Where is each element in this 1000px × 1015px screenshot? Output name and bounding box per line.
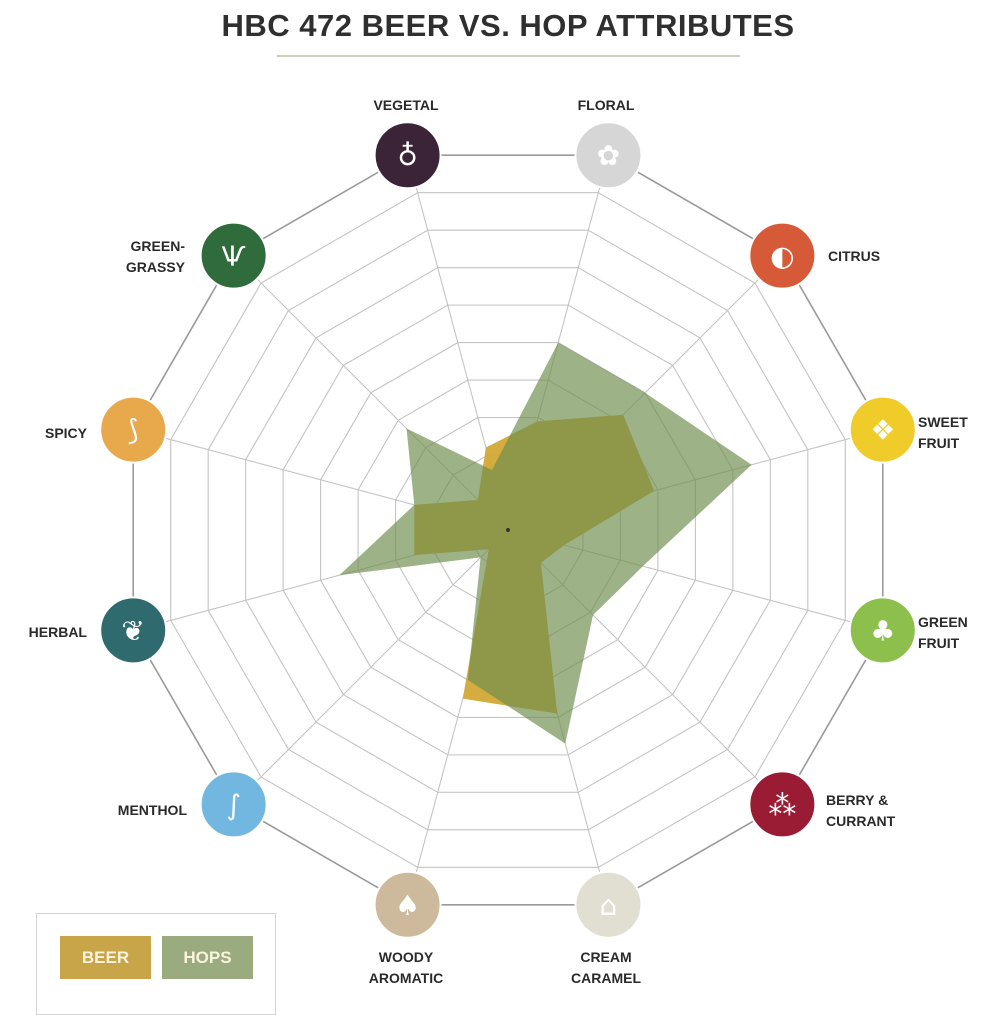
- chili-badge: [99, 395, 168, 464]
- pineapple-icon: ❖: [870, 414, 895, 447]
- radar-chart: ♁ VEGETAL ✿ FLORAL ◐ CITRUS ❖ SWEET FRUIT ♣ GREEN F…: [29, 97, 969, 986]
- center-point: [506, 528, 510, 532]
- axis-label: FLORAL: [578, 97, 635, 113]
- apple-pear-icon: ♣: [870, 614, 895, 647]
- cupcake-badge: [574, 870, 643, 939]
- leaf-badge: [99, 596, 168, 665]
- chili-icon: ⟆: [128, 414, 139, 447]
- axis-label: BERRY &: [826, 792, 888, 808]
- axis-label: GREEN: [918, 614, 968, 630]
- leaf-icon: ❦: [121, 614, 144, 647]
- lemon-badge: [748, 221, 817, 290]
- trees-icon: ♠: [395, 889, 420, 922]
- flower-icon: ✿: [597, 139, 620, 172]
- axis-label: CREAM: [580, 949, 631, 965]
- flower-badge: [574, 121, 643, 190]
- onion-badge: [373, 121, 442, 190]
- chart-title: HBC 472 BEER VS. HOP ATTRIBUTES: [221, 8, 795, 43]
- axis-label: FRUIT: [918, 435, 960, 451]
- legend: BEER HOPS: [36, 913, 276, 1015]
- axis-label: GREEN-: [131, 238, 186, 254]
- berries-badge: [748, 770, 817, 839]
- grid-axis: [233, 529, 509, 805]
- apple-pear-badge: [848, 596, 917, 665]
- candy-cane-icon: ∫: [226, 788, 241, 821]
- berries-icon: ⁂: [768, 788, 796, 821]
- grass-icon: Ѱ: [222, 240, 246, 273]
- axis-label: SWEET: [918, 414, 968, 430]
- title-underline: [277, 55, 740, 57]
- legend-hops: HOPS: [162, 936, 253, 979]
- series-hops-area: [339, 342, 752, 744]
- axis-label: CITRUS: [828, 248, 880, 264]
- legend-beer: BEER: [60, 936, 151, 979]
- lemon-icon: ◐: [770, 240, 794, 273]
- candy-cane-badge: [199, 770, 268, 839]
- axis-label: SPICY: [45, 425, 88, 441]
- axis-label: HERBAL: [29, 624, 88, 640]
- axis-label: VEGETAL: [373, 97, 439, 113]
- axis-label: CURRANT: [826, 813, 896, 829]
- axis-label: CARAMEL: [571, 970, 641, 986]
- axis-label: WOODY: [379, 949, 434, 965]
- axis-label: GRASSY: [126, 259, 186, 275]
- pineapple-badge: [848, 395, 917, 464]
- grass-badge: [199, 221, 268, 290]
- onion-icon: ♁: [397, 139, 418, 172]
- cupcake-icon: ⌂: [600, 889, 618, 922]
- trees-badge: [373, 870, 442, 939]
- axis-label: FRUIT: [918, 635, 960, 651]
- axis-label: MENTHOL: [118, 802, 188, 818]
- axis-label: AROMATIC: [369, 970, 443, 986]
